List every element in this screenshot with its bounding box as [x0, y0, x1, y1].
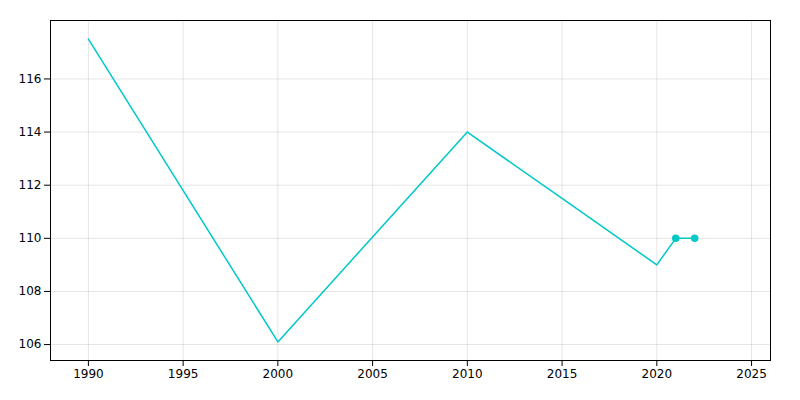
svg-text:110: 110 [19, 231, 42, 245]
svg-text:108: 108 [19, 284, 42, 298]
svg-text:1995: 1995 [168, 367, 199, 381]
svg-text:2025: 2025 [736, 367, 767, 381]
svg-text:1990: 1990 [73, 367, 104, 381]
svg-text:2010: 2010 [452, 367, 483, 381]
svg-text:2015: 2015 [547, 367, 578, 381]
svg-text:106: 106 [19, 337, 42, 351]
svg-text:112: 112 [19, 178, 42, 192]
svg-text:2000: 2000 [263, 367, 294, 381]
svg-text:2020: 2020 [642, 367, 673, 381]
svg-text:114: 114 [19, 125, 42, 139]
svg-text:116: 116 [19, 72, 42, 86]
svg-text:2005: 2005 [357, 367, 388, 381]
